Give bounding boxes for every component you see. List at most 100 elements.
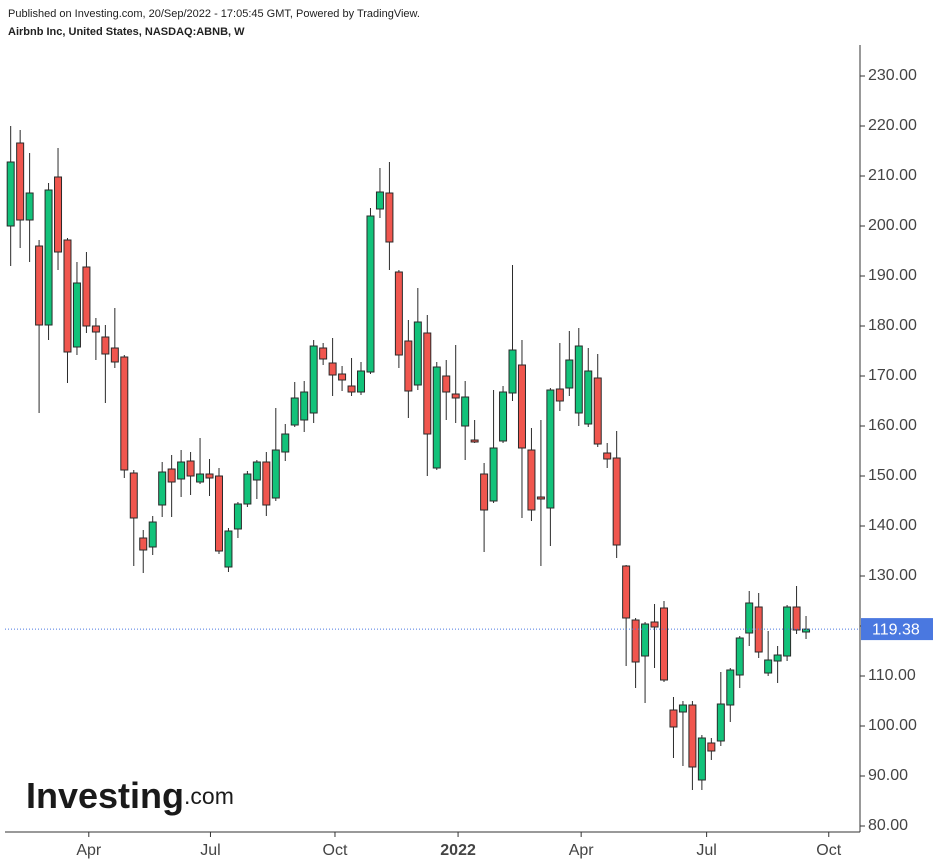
candle-body	[745, 602, 754, 634]
candle-body	[271, 449, 280, 499]
candle-body	[726, 669, 735, 706]
candle-body	[650, 621, 659, 628]
y-tick-label: 110.00	[868, 667, 916, 684]
candle-body	[281, 433, 290, 453]
candle-body	[186, 460, 195, 477]
candle-body	[338, 373, 347, 381]
candle-body	[641, 623, 650, 657]
candle-body	[82, 266, 91, 327]
logo-suffix: .com	[184, 783, 234, 809]
candle-body	[546, 389, 555, 509]
published-note: Published on Investing.com, 20/Sep/2022 …	[8, 8, 420, 20]
candle-body	[224, 530, 233, 568]
candle-body	[196, 473, 205, 483]
candle-body	[584, 370, 593, 425]
candle-body	[205, 473, 214, 479]
candle-body	[461, 396, 470, 427]
candle-body	[233, 503, 242, 530]
candle-body	[243, 473, 252, 505]
candle-body	[603, 452, 612, 460]
candle-body	[148, 521, 157, 548]
candle-body	[423, 332, 432, 435]
candle-body	[394, 271, 403, 356]
candle-body	[660, 607, 669, 681]
candle-body	[158, 471, 167, 506]
candle-body	[347, 385, 356, 393]
y-tick-label: 150.00	[868, 467, 917, 484]
candle-body	[631, 619, 640, 663]
candle-body	[120, 356, 129, 471]
candle-body	[773, 654, 782, 662]
candle-body	[252, 461, 261, 481]
candle-body	[129, 472, 138, 519]
candle-body	[555, 388, 564, 402]
candle-body	[697, 737, 706, 781]
candle-body	[764, 659, 773, 674]
candle-body	[508, 349, 517, 394]
last-price-tag	[861, 618, 933, 641]
candle-body	[366, 215, 375, 373]
last-price-label: 119.38	[872, 621, 920, 638]
candle-body	[442, 375, 451, 393]
candle-body	[622, 565, 631, 619]
candle-body	[290, 397, 299, 426]
logo: Investing.com	[26, 775, 234, 816]
candle-body	[470, 439, 479, 443]
x-tick-label: Apr	[76, 842, 102, 859]
y-tick-label: 180.00	[868, 317, 917, 334]
candle-body	[16, 142, 25, 221]
candle-body	[63, 239, 72, 353]
candle-body	[688, 704, 697, 768]
candle-body	[783, 606, 792, 657]
candle-body	[527, 449, 536, 511]
x-tick-label: Jul	[200, 842, 220, 859]
candle-body	[593, 377, 602, 445]
x-tick-label: Oct	[323, 842, 348, 859]
candle-body	[536, 496, 545, 500]
candle-body	[707, 742, 716, 752]
candle-body	[716, 703, 725, 742]
candle-body	[678, 704, 687, 713]
y-tick-label: 90.00	[868, 767, 908, 784]
candle-body	[300, 391, 309, 421]
y-tick-label: 210.00	[868, 167, 917, 184]
candle-body	[6, 161, 15, 227]
candle-body	[167, 468, 176, 483]
candle-body	[385, 192, 394, 243]
candle-body	[54, 176, 63, 253]
candle-body	[517, 364, 526, 449]
candle-body	[565, 359, 574, 389]
candle-body	[139, 537, 148, 551]
candle-body	[91, 325, 100, 333]
candle-body	[480, 473, 489, 511]
candle-body	[35, 245, 44, 326]
candle-body	[357, 370, 366, 393]
candle-body	[72, 282, 81, 348]
y-tick-label: 160.00	[868, 417, 917, 434]
y-tick-label: 140.00	[868, 517, 917, 534]
candle-body	[499, 391, 508, 442]
candle-body	[214, 475, 223, 552]
x-tick-label: Jul	[696, 842, 716, 859]
candle-body	[413, 321, 422, 386]
candle-body	[262, 461, 271, 506]
candle-body	[489, 447, 498, 502]
y-tick-label: 190.00	[868, 267, 917, 284]
candle-body	[404, 340, 413, 392]
y-tick-label: 170.00	[868, 367, 917, 384]
candle-body	[375, 191, 384, 210]
x-tick-label: Oct	[816, 842, 841, 859]
candle-body	[319, 347, 328, 360]
candle-body	[101, 336, 110, 355]
y-tick-label: 220.00	[868, 117, 917, 134]
candle-body	[328, 362, 337, 376]
candle-body	[432, 366, 441, 469]
candle-body	[110, 347, 119, 363]
candle-body	[451, 393, 460, 399]
candle-body	[669, 709, 678, 728]
x-tick-label: Apr	[569, 842, 595, 859]
candle-body	[25, 192, 34, 221]
candle-body	[44, 189, 53, 326]
logo-brand: Investing	[26, 775, 184, 816]
